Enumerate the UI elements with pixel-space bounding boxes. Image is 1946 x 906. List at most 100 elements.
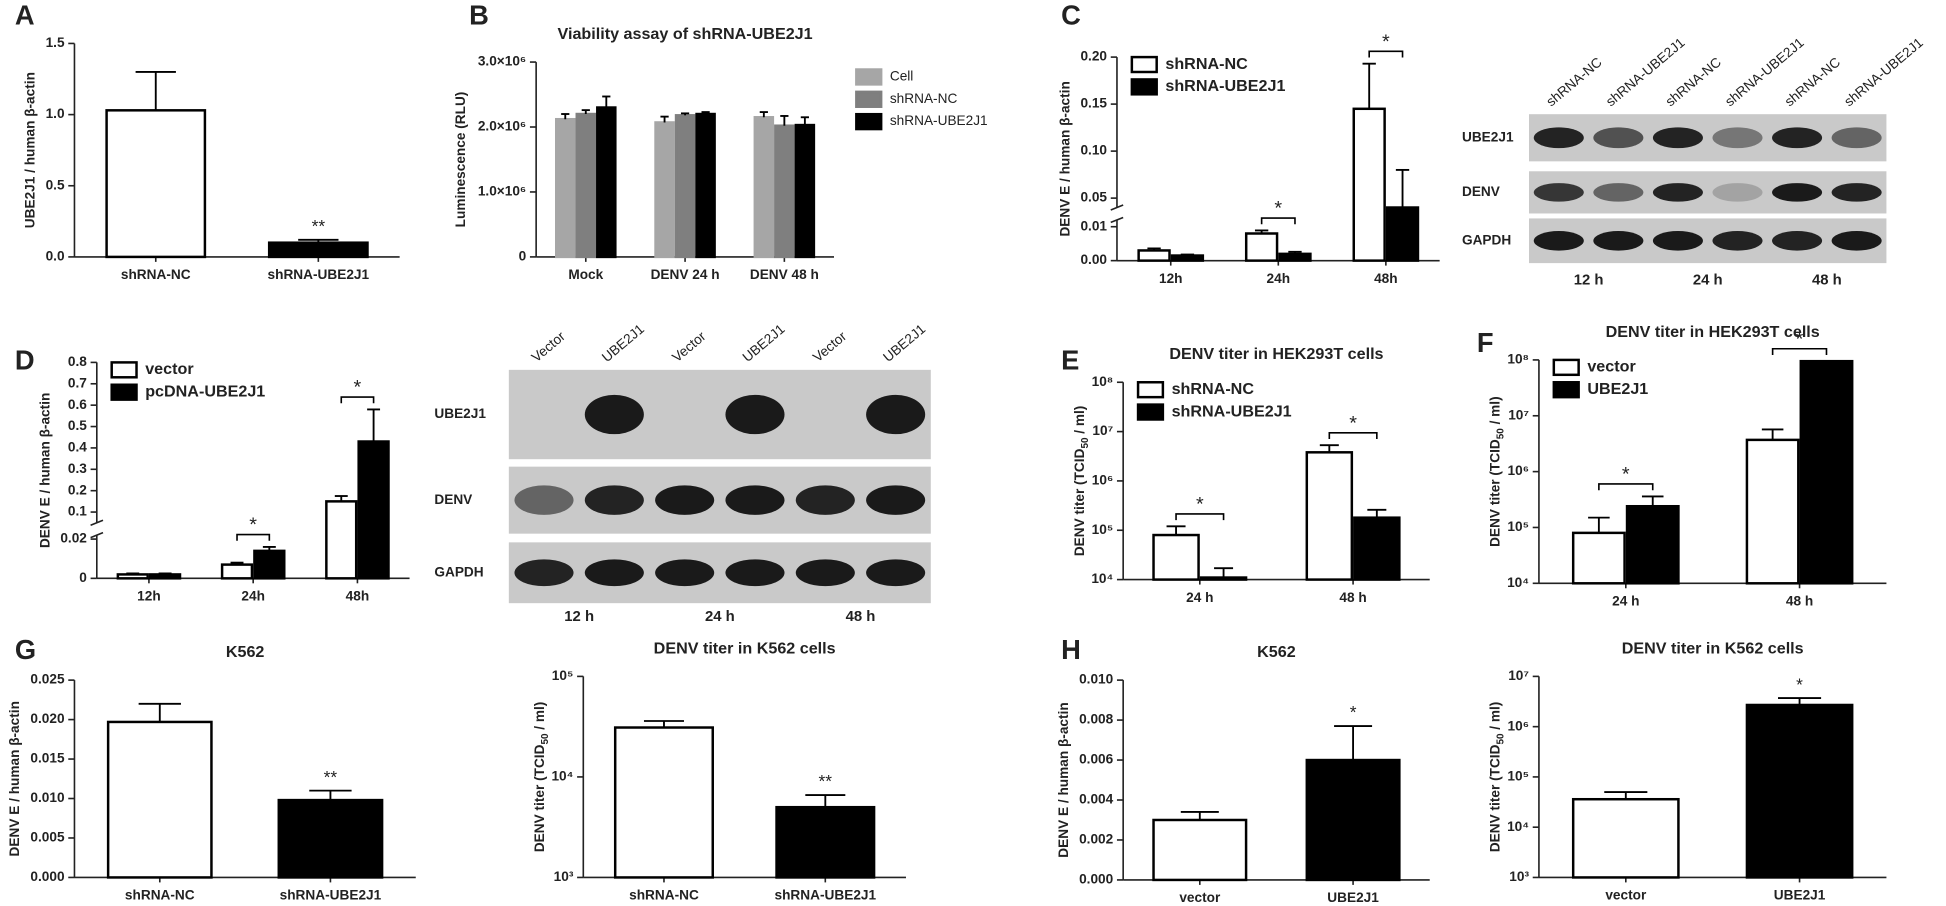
axis-break xyxy=(90,519,104,526)
y-tick-label: 0.025 xyxy=(30,672,65,687)
y-tick-label: 10⁶ xyxy=(1508,463,1529,478)
y-tick-label: 10³ xyxy=(1509,869,1529,884)
bar xyxy=(106,720,213,879)
blot-band xyxy=(514,485,574,515)
y-tick-label: 10⁶ xyxy=(1092,473,1113,488)
chart-title: K562 xyxy=(1257,643,1296,661)
x-tick-label: 24 h xyxy=(1612,594,1639,609)
significance-label: * xyxy=(1274,198,1282,220)
chart-title: K562 xyxy=(226,643,265,661)
significance-bracket xyxy=(1771,347,1828,355)
panel-letter: F xyxy=(1477,327,1494,358)
y-tick-label: 0.02 xyxy=(60,531,87,546)
significance-label: ** xyxy=(819,771,833,791)
axis-break xyxy=(90,531,104,539)
bar xyxy=(674,114,696,259)
panel-letter: D xyxy=(15,345,35,376)
blot-band xyxy=(1831,183,1882,202)
blot-lane-label: shRNA-NC xyxy=(1782,54,1843,109)
legend-swatch xyxy=(1136,381,1165,399)
y-tick-label: 1.0 xyxy=(46,106,65,121)
x-tick-label: 48h xyxy=(346,589,370,604)
blot-time-label: 48 h xyxy=(846,609,876,625)
panel-letter: H xyxy=(1061,634,1081,665)
blot-band xyxy=(655,485,715,515)
blot-band xyxy=(514,559,574,587)
blot-lane-label: Vector xyxy=(669,328,709,365)
bar xyxy=(1137,249,1171,262)
blot-time-label: 24 h xyxy=(705,609,735,625)
y-tick-label: 0.005 xyxy=(30,830,65,845)
y-tick-label: 0.10 xyxy=(1080,143,1107,158)
blot-band xyxy=(1533,183,1584,202)
y-tick-label: 1.5 xyxy=(46,35,65,50)
blot-panel xyxy=(508,466,931,534)
blot-band xyxy=(655,559,715,587)
x-tick-label: shRNA-NC xyxy=(121,267,191,282)
bar xyxy=(1799,359,1854,585)
bar xyxy=(1571,531,1626,585)
y-tick-label: 10⁵ xyxy=(1092,522,1114,537)
blot-row-label: GAPDH xyxy=(1462,232,1511,247)
blot-band xyxy=(795,485,855,515)
chart-title: DENV titer in HEK293T cells xyxy=(1606,323,1820,341)
y-tick-label: 10⁵ xyxy=(1507,769,1529,784)
significance-label: * xyxy=(1382,31,1390,53)
blot-row-label: DENV xyxy=(1462,184,1500,199)
bar xyxy=(1625,504,1680,585)
y-label-part: 50 xyxy=(1080,437,1091,449)
y-tick-label: 0.7 xyxy=(68,375,87,390)
significance-bracket xyxy=(1368,50,1404,58)
blot-time-label: 48 h xyxy=(1812,272,1842,288)
blot-lane-label: shRNA-UBE2J1 xyxy=(1841,35,1926,109)
blot-band xyxy=(1712,127,1763,149)
significance-label: * xyxy=(1196,494,1204,516)
y-tick-label: 10⁵ xyxy=(552,668,574,683)
blot-panel xyxy=(508,542,931,604)
x-tick-label: shRNA-NC xyxy=(125,888,195,903)
y-axis-label: DENV E / human β-actin xyxy=(37,393,52,548)
legend-swatch xyxy=(110,383,138,401)
significance-label: * xyxy=(249,514,257,536)
y-tick-label: 0.5 xyxy=(68,418,87,433)
bar xyxy=(695,112,716,259)
blot-band xyxy=(1831,230,1882,251)
y-tick-label: 0.000 xyxy=(30,869,65,884)
x-tick-label: vector xyxy=(1605,888,1647,903)
y-tick-label: 0.8 xyxy=(68,354,87,369)
y-axis-label: Luminescence (RLU) xyxy=(453,92,468,228)
x-tick-label: vector xyxy=(1179,890,1221,905)
y-tick-label: 0.020 xyxy=(30,711,65,726)
y-tick-label: 0.0 xyxy=(46,249,65,264)
y-axis-label: DENV E / human β-actin xyxy=(1057,81,1072,236)
bar xyxy=(753,116,775,259)
blot-lane-label: UBE2J1 xyxy=(599,321,647,365)
bar xyxy=(267,241,369,259)
blot-band xyxy=(725,485,785,515)
y-tick-label: 0.4 xyxy=(68,440,87,455)
y-label-part: 50 xyxy=(540,733,551,745)
significance-label: * xyxy=(1622,464,1630,486)
y-tick-label: 0.2 xyxy=(68,482,87,497)
legend-label: shRNA-UBE2J1 xyxy=(1165,77,1285,95)
y-axis-label: DENV titer (TCID50 / ml) xyxy=(1071,406,1091,556)
blot-lane-label: UBE2J1 xyxy=(880,321,928,365)
bar xyxy=(1745,703,1854,879)
y-tick-label: 10⁷ xyxy=(1092,423,1113,438)
blot-band xyxy=(725,559,785,587)
x-tick-label: UBE2J1 xyxy=(1327,890,1379,905)
y-axis-label: UBE2J1 / human β-actin xyxy=(23,72,38,228)
legend-swatch xyxy=(1552,381,1580,399)
blot-time-label: 24 h xyxy=(1693,272,1723,288)
y-tick-label: 10⁴ xyxy=(1507,819,1529,834)
y-tick-label: 10⁶ xyxy=(1508,718,1529,733)
bar xyxy=(253,549,286,580)
blot-time-label: 12 h xyxy=(1574,272,1604,288)
blot-row-label: UBE2J1 xyxy=(434,406,486,421)
x-tick-label: 48 h xyxy=(1339,590,1366,605)
legend-label: shRNA-NC xyxy=(1165,55,1248,73)
bar xyxy=(775,805,876,879)
blot-band xyxy=(584,485,644,515)
bar xyxy=(1571,797,1680,879)
